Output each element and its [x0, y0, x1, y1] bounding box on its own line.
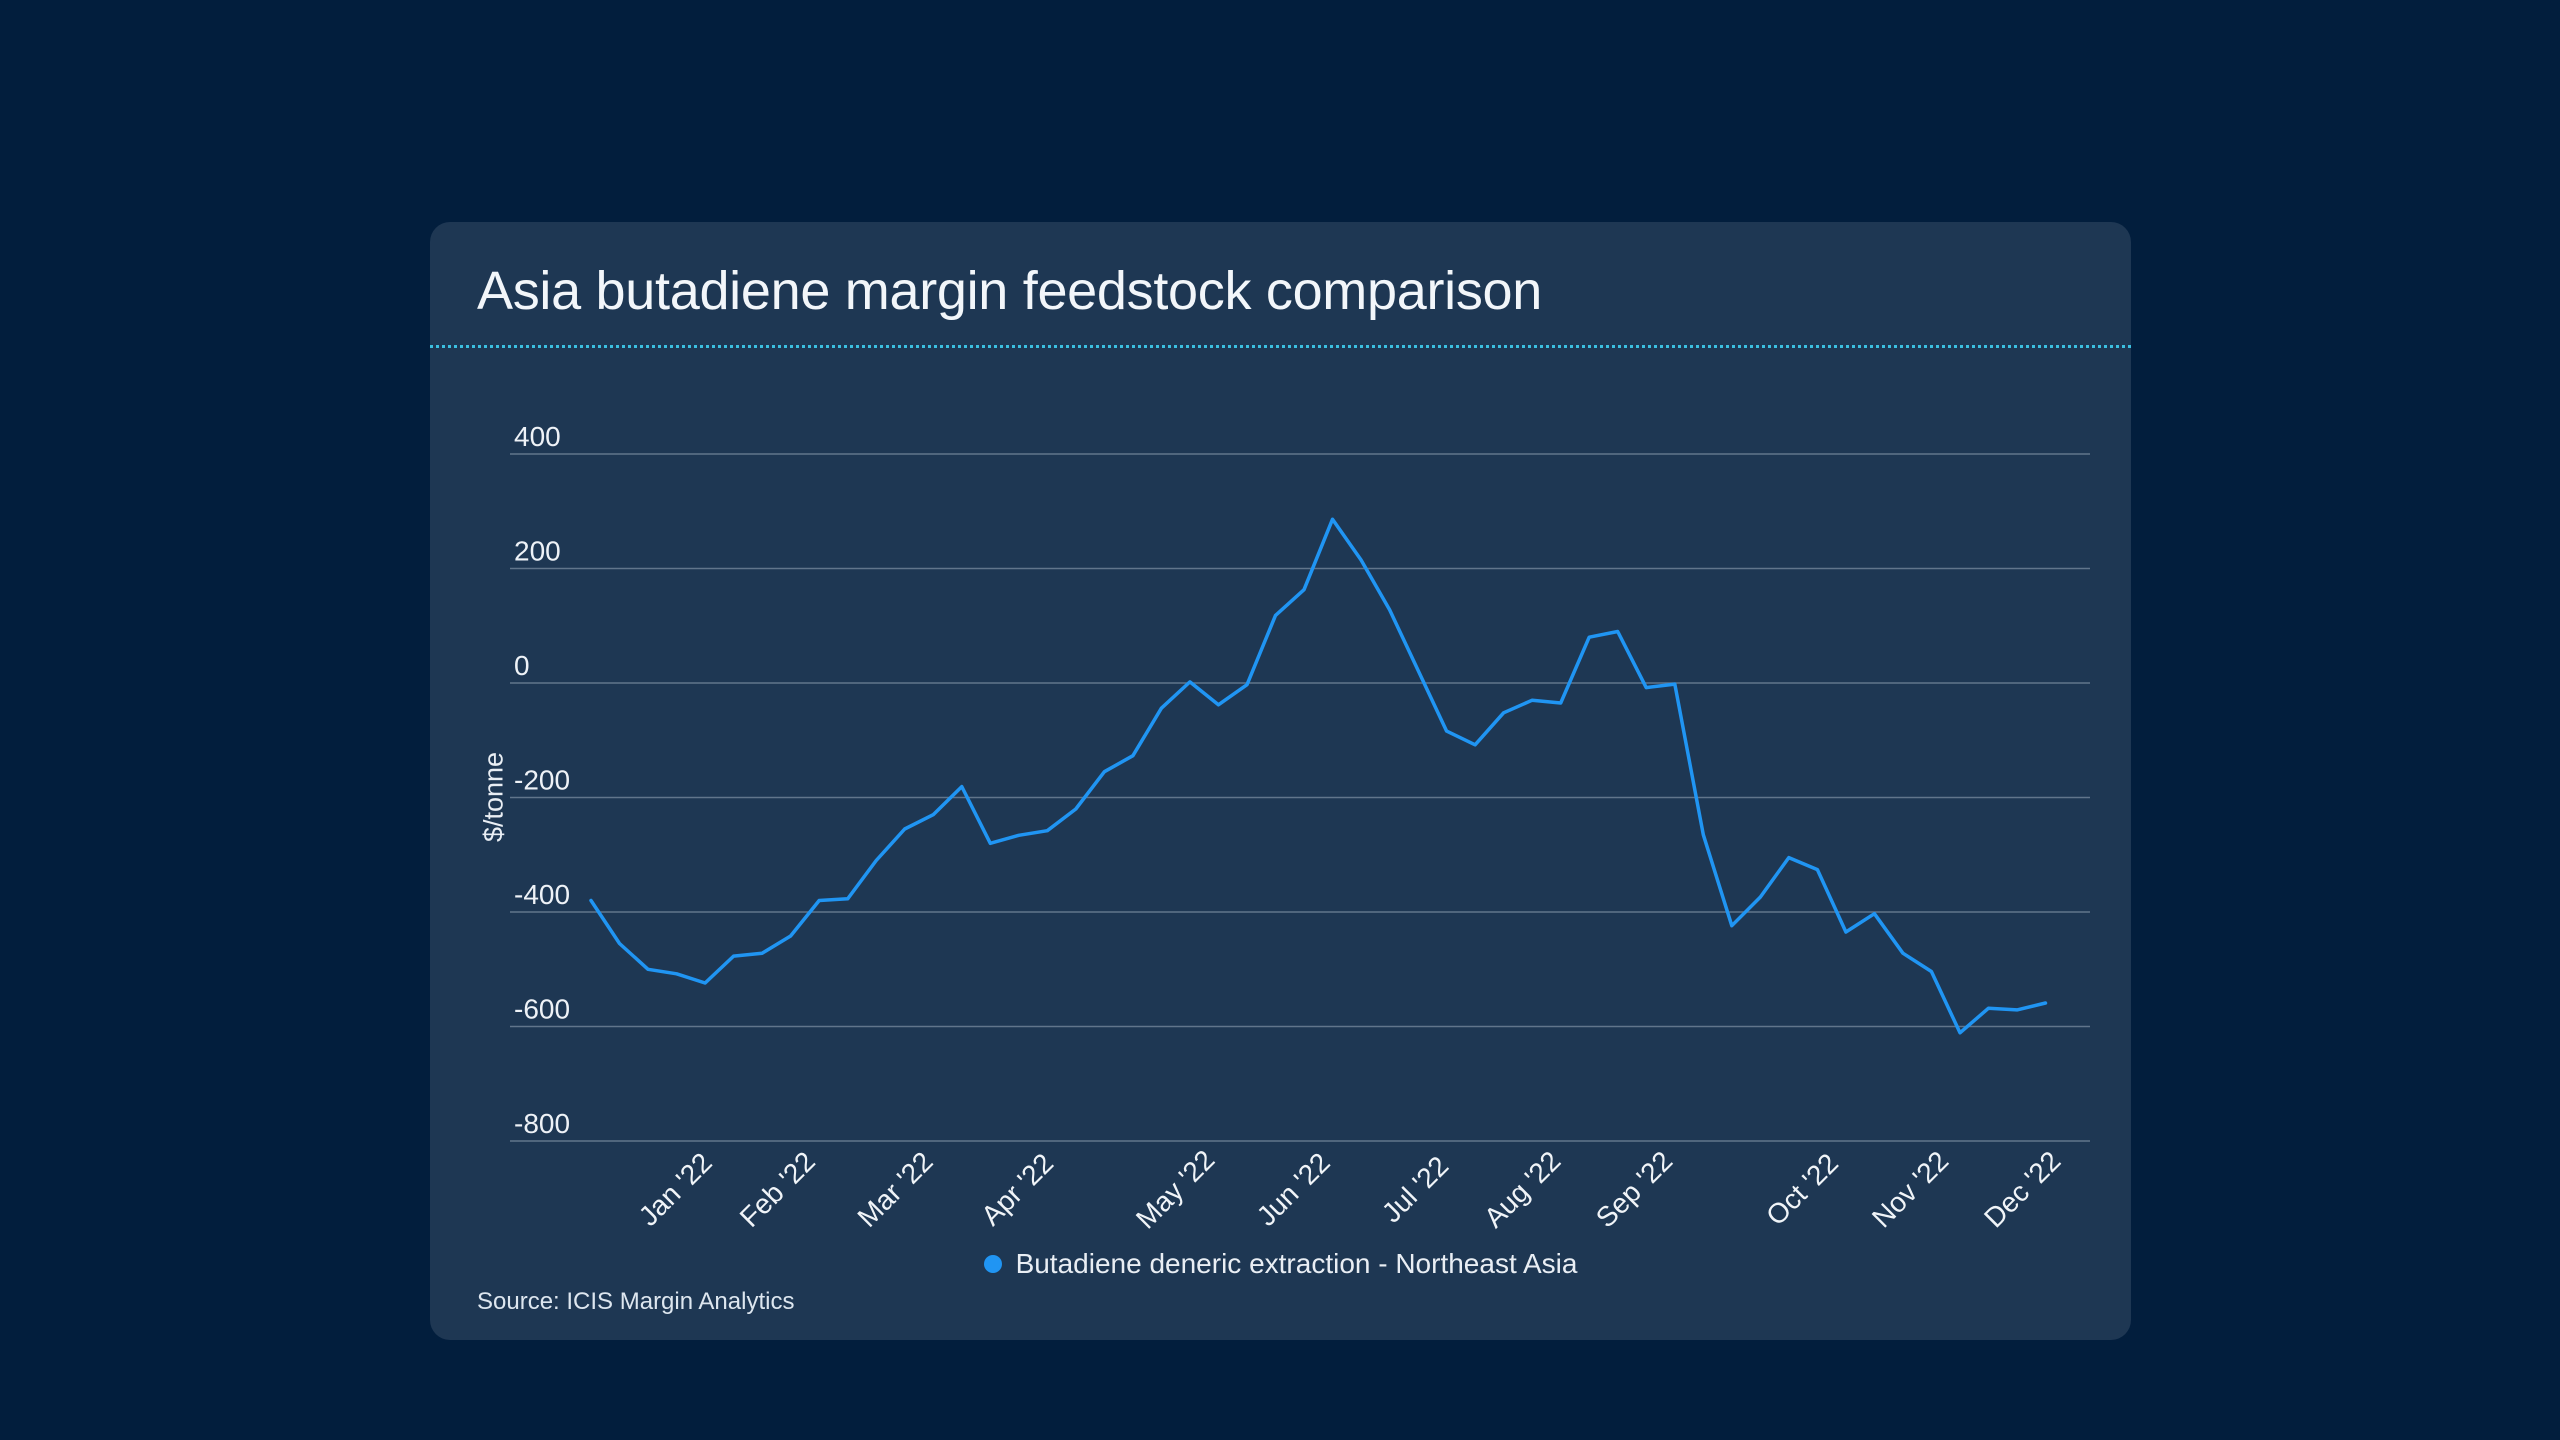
title-divider — [430, 345, 2131, 348]
legend-item[interactable]: Butadiene deneric extraction - Northeast… — [983, 1248, 1578, 1280]
y-axis-title: $/tonne — [478, 751, 509, 843]
legend: Butadiene deneric extraction - Northeast… — [430, 1248, 2131, 1280]
legend-marker-icon — [983, 1255, 1002, 1273]
chart-card — [430, 222, 2131, 1340]
legend-label: Butadiene deneric extraction - Northeast… — [1015, 1248, 1578, 1279]
source-note: Source: ICIS Margin Analytics — [477, 1288, 795, 1315]
chart-title: Asia butadiene margin feedstock comparis… — [477, 261, 1543, 321]
